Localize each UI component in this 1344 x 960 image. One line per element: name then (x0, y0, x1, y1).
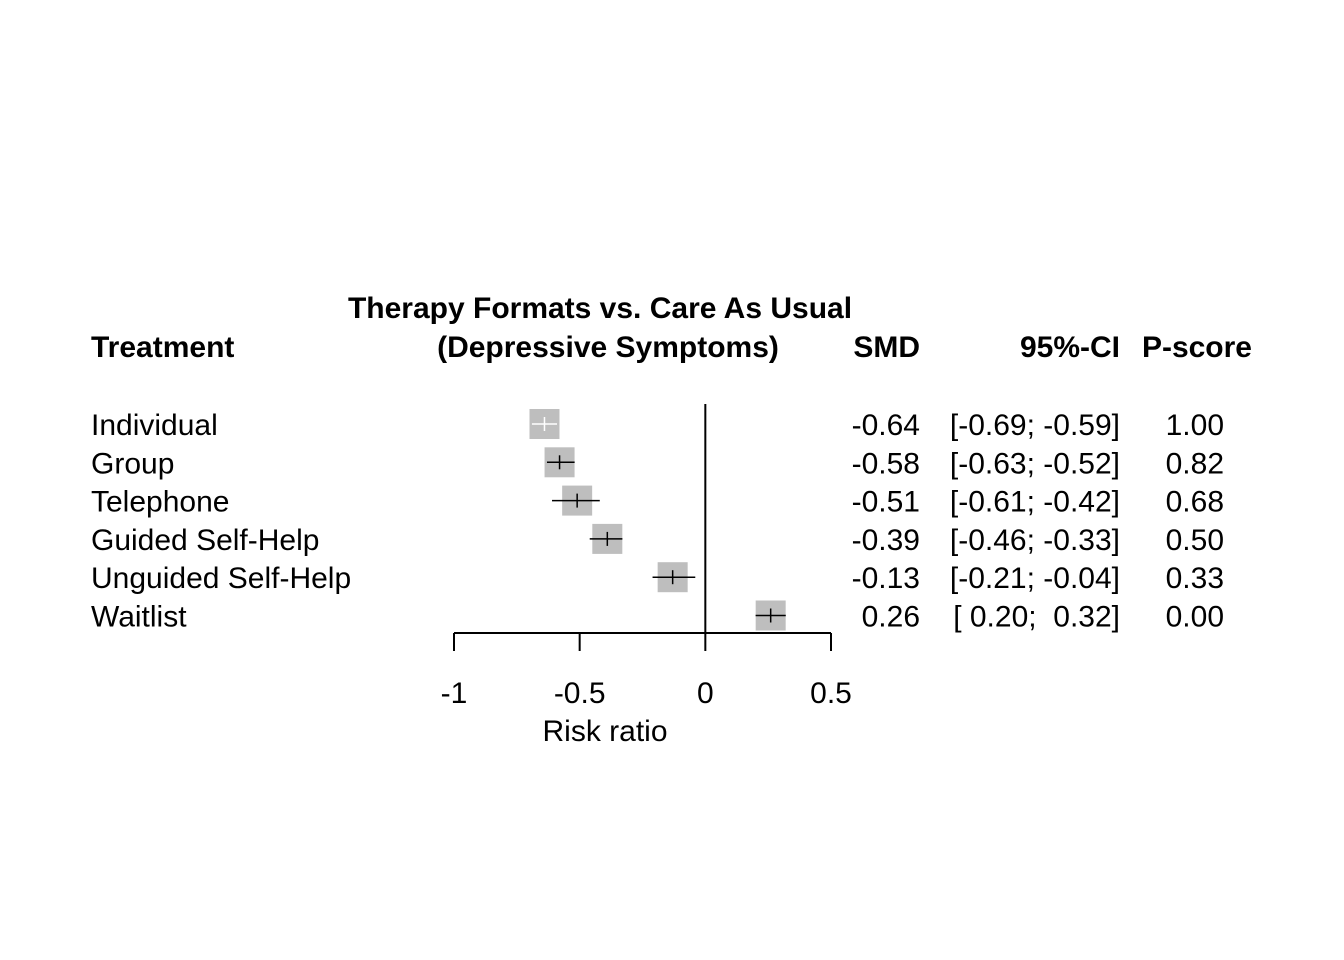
ci-value: [-0.46; -0.33] (950, 524, 1120, 557)
smd-value: -0.39 (852, 524, 920, 557)
pscore-value: 0.82 (1166, 447, 1224, 480)
treatment-label: Group (91, 447, 174, 480)
pscore-value: 0.33 (1166, 562, 1224, 595)
ci-value: [-0.69; -0.59] (950, 409, 1120, 442)
forest-row: Unguided Self-Help -0.13 [-0.21; -0.04] 0.3… (91, 562, 1224, 595)
treatment-label: Unguided Self-Help (91, 562, 351, 595)
x-tick-label: -0.5 (554, 677, 606, 710)
smd-column-header: SMD (853, 331, 920, 364)
x-tick-label: 0.5 (810, 677, 852, 710)
pscore-value: 0.50 (1166, 524, 1224, 557)
forest-rows: Individual -0.64 [-0.69; -0.59] 1.00 Group -0… (91, 409, 1224, 634)
treatment-label: Individual (91, 409, 218, 442)
x-tick-label: 0 (697, 677, 714, 710)
pscore-column-header: P-score (1142, 331, 1252, 364)
ci-column-header: 95%-CI (1020, 331, 1120, 364)
treatment-column-header: Treatment (91, 331, 234, 364)
pscore-value: 0.68 (1166, 486, 1224, 519)
x-axis: -1 -0.5 0 0.5 (441, 404, 852, 710)
ci-value: [-0.63; -0.52] (950, 447, 1120, 480)
x-axis-label: Risk ratio (542, 715, 667, 748)
forest-row: Telephone -0.51 [-0.61; -0.42] 0.68 (91, 485, 1224, 519)
chart-title-line1: Therapy Formats vs. Care As Usual (348, 292, 852, 325)
ci-value: [-0.61; -0.42] (950, 486, 1120, 519)
smd-value: 0.26 (862, 601, 920, 634)
chart-title-line2: (Depressive Symptoms) (437, 331, 779, 364)
forest-row: Waitlist 0.26 [ 0.20; 0.32] 0.00 (91, 600, 1224, 634)
smd-value: -0.58 (852, 447, 920, 480)
x-tick-label: -1 (441, 677, 468, 710)
ci-value: [ 0.20; 0.32] (953, 601, 1120, 634)
pscore-value: 1.00 (1166, 409, 1224, 442)
forest-row: Individual -0.64 [-0.69; -0.59] 1.00 (91, 409, 1224, 442)
smd-value: -0.51 (852, 486, 920, 519)
forest-row: Guided Self-Help -0.39 [-0.46; -0.33] 0.50 (91, 523, 1224, 557)
smd-value: -0.64 (852, 409, 920, 442)
treatment-label: Waitlist (91, 601, 187, 634)
smd-value: -0.13 (852, 562, 920, 595)
ci-value: [-0.21; -0.04] (950, 562, 1120, 595)
treatment-label: Guided Self-Help (91, 524, 319, 557)
pscore-value: 0.00 (1166, 601, 1224, 634)
forest-row: Group -0.58 [-0.63; -0.52] 0.82 (91, 447, 1224, 480)
treatment-label: Telephone (91, 486, 229, 519)
